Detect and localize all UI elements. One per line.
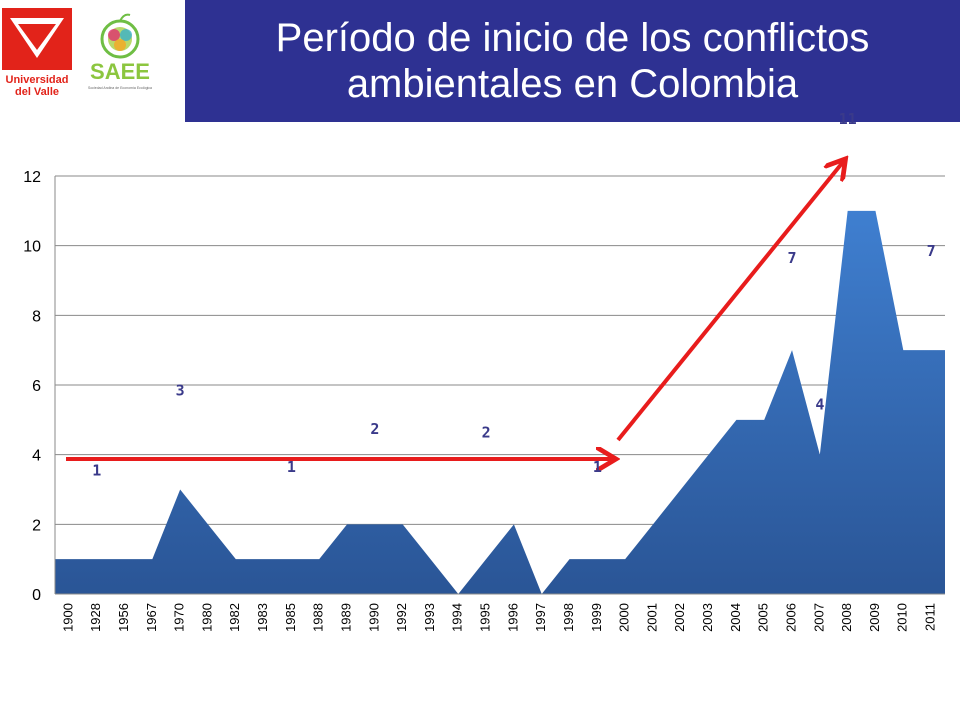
- saee-subtitle: Sociedad Andina de Economía Ecológica: [88, 86, 152, 90]
- x-tick-label: 1983: [255, 603, 270, 632]
- data-label: 1: [287, 458, 296, 476]
- x-tick-label: 1999: [589, 603, 604, 632]
- y-tick-label: 6: [32, 378, 41, 395]
- x-tick-label: 2001: [644, 603, 659, 632]
- universidad-del-valle-logo: Universidad del Valle: [2, 8, 72, 98]
- x-tick-label: 1994: [450, 603, 465, 632]
- x-tick-label: 1980: [199, 603, 214, 632]
- x-tick-label: 1995: [478, 603, 493, 632]
- trend-arrow-rising: [616, 162, 843, 442]
- title-banner: Período de inicio de los conflictos ambi…: [185, 0, 960, 122]
- x-tick-label: 1928: [88, 603, 103, 632]
- x-tick-label: 1982: [227, 603, 242, 632]
- x-tick-label: 2000: [617, 603, 632, 632]
- x-tick-label: 1990: [366, 603, 381, 632]
- data-label: 11: [839, 110, 857, 128]
- x-tick-label: 2005: [756, 603, 771, 632]
- x-tick-label: 1967: [144, 603, 159, 632]
- x-tick-label: 2011: [923, 603, 938, 631]
- logo-text-line2: del Valle: [15, 86, 59, 98]
- x-tick-label: 2008: [839, 603, 854, 632]
- series-area: [55, 210, 945, 595]
- x-tick-label: 1956: [116, 603, 131, 632]
- x-tick-label: 2010: [895, 603, 910, 632]
- x-tick-label: 1989: [338, 603, 353, 632]
- logo-text-line1: Universidad: [6, 74, 69, 86]
- y-tick-label: 8: [32, 308, 41, 325]
- y-tick-label: 10: [23, 239, 41, 256]
- x-tick-label: 1900: [60, 603, 75, 632]
- x-tick-label: 1985: [283, 603, 298, 632]
- x-tick-label: 2004: [728, 603, 743, 632]
- x-tick-label: 1996: [505, 603, 520, 632]
- data-labels: 1 3 1 2 2 1 7 4 11 7: [92, 110, 935, 480]
- x-tick-label: 1988: [311, 603, 326, 632]
- x-tick-label: 2009: [867, 603, 882, 632]
- y-tick-label: 4: [32, 448, 41, 465]
- y-tick-label: 2: [32, 517, 41, 534]
- x-tick-label: 2006: [783, 603, 798, 632]
- page-title: Período de inicio de los conflictos ambi…: [275, 16, 870, 106]
- x-tick-label: 2002: [672, 603, 687, 632]
- data-label: 1: [593, 458, 602, 476]
- x-tick-label: 1998: [561, 603, 576, 632]
- y-tick-label: 0: [32, 587, 41, 604]
- data-label: 7: [927, 242, 936, 260]
- saee-name: SAEE: [90, 59, 150, 84]
- trend-arrows: [66, 162, 843, 459]
- area-series: [55, 210, 945, 595]
- data-label: 2: [370, 420, 379, 438]
- data-label: 2: [482, 423, 491, 441]
- x-tick-label: 1993: [422, 603, 437, 632]
- data-label: 3: [176, 381, 185, 399]
- x-tick-label: 2007: [811, 603, 826, 632]
- x-tick-label: 2003: [700, 603, 715, 632]
- data-label: 1: [92, 462, 101, 480]
- data-label: 4: [815, 395, 824, 413]
- x-tick-label: 1997: [533, 603, 548, 632]
- x-tick-label: 1970: [172, 603, 187, 632]
- data-label: 7: [788, 249, 797, 267]
- x-tick-label: 1992: [394, 603, 409, 632]
- saee-logo: SAEE Sociedad Andina de Economía Ecológi…: [88, 13, 152, 90]
- y-tick-label: 12: [23, 169, 41, 186]
